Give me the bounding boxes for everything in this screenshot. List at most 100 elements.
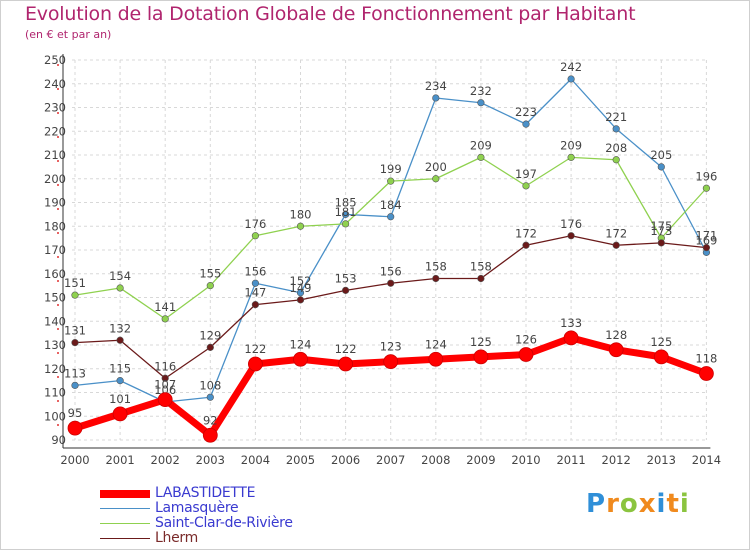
data-point bbox=[563, 330, 579, 346]
data-label: 154 bbox=[109, 269, 131, 283]
data-point bbox=[71, 291, 79, 299]
y-tick-label: 170 bbox=[44, 243, 66, 257]
data-point bbox=[296, 222, 305, 230]
x-tick-label: 2009 bbox=[466, 453, 495, 467]
data-point bbox=[702, 244, 711, 252]
data-point bbox=[657, 239, 665, 247]
data-point bbox=[387, 279, 395, 287]
data-point bbox=[567, 153, 575, 161]
data-label: 152 bbox=[290, 274, 312, 288]
x-tick-label: 2002 bbox=[151, 453, 180, 467]
data-point bbox=[612, 156, 620, 164]
y-tick-label: 140 bbox=[44, 314, 66, 328]
data-point bbox=[338, 356, 354, 372]
data-point bbox=[296, 289, 305, 297]
data-point bbox=[428, 351, 444, 367]
data-label: 169 bbox=[695, 233, 717, 247]
data-label: 106 bbox=[154, 383, 176, 397]
brand-letter: i bbox=[656, 489, 667, 519]
y-tick-label: 230 bbox=[44, 101, 66, 115]
legend-swatch bbox=[100, 522, 150, 525]
data-label: 155 bbox=[199, 267, 221, 281]
legend-item: Saint-Clar-de-Rivière bbox=[100, 516, 293, 531]
data-label: 173 bbox=[650, 224, 672, 238]
data-label: 129 bbox=[199, 328, 221, 342]
x-tick-label: 2001 bbox=[105, 453, 134, 467]
data-label: 200 bbox=[425, 160, 447, 174]
x-tick-label: 2010 bbox=[511, 453, 540, 467]
y-tick-label: 190 bbox=[44, 196, 66, 210]
data-label: 132 bbox=[109, 321, 131, 335]
data-point bbox=[387, 177, 395, 185]
data-point bbox=[112, 406, 128, 422]
data-label: 176 bbox=[560, 217, 582, 231]
data-label: 242 bbox=[560, 60, 582, 74]
data-label: 156 bbox=[380, 264, 402, 278]
data-label: 124 bbox=[290, 337, 312, 351]
x-tick-label: 2006 bbox=[331, 453, 360, 467]
legend-item: LABASTIDETTE bbox=[100, 486, 293, 501]
data-label: 151 bbox=[64, 276, 86, 290]
data-point bbox=[296, 296, 305, 304]
data-point bbox=[612, 125, 620, 133]
data-point bbox=[477, 153, 485, 161]
data-point bbox=[71, 381, 79, 389]
x-tick-label: 2013 bbox=[647, 453, 676, 467]
data-label: 108 bbox=[199, 378, 221, 392]
data-point bbox=[247, 356, 263, 372]
data-point bbox=[251, 279, 259, 287]
brand-letter: P bbox=[586, 489, 607, 519]
data-label: 172 bbox=[605, 226, 627, 240]
data-point bbox=[206, 282, 214, 290]
x-tick-label: 2014 bbox=[692, 453, 721, 467]
data-label: 158 bbox=[470, 260, 492, 274]
data-label: 232 bbox=[470, 84, 492, 98]
data-point bbox=[161, 374, 169, 382]
data-label: 185 bbox=[335, 195, 357, 209]
y-tick-label: 110 bbox=[44, 386, 66, 400]
data-point bbox=[608, 342, 624, 358]
data-point bbox=[293, 351, 308, 367]
x-tick-label: 2005 bbox=[286, 453, 315, 467]
data-label: 209 bbox=[470, 138, 492, 152]
legend-swatch bbox=[100, 507, 150, 510]
data-point bbox=[432, 94, 440, 102]
data-label: 153 bbox=[335, 271, 357, 285]
data-label: 118 bbox=[695, 352, 717, 366]
data-point bbox=[342, 210, 350, 218]
legend: LABASTIDETTE Lamasquère Saint-Clar-de-Rivi… bbox=[100, 486, 293, 546]
data-label: 176 bbox=[244, 217, 266, 231]
data-label: 123 bbox=[380, 340, 402, 354]
data-point bbox=[432, 274, 440, 283]
data-point bbox=[251, 301, 259, 309]
y-tick-label: 200 bbox=[44, 172, 66, 186]
data-label: 141 bbox=[154, 300, 176, 314]
data-label: 131 bbox=[64, 324, 86, 338]
data-point bbox=[612, 241, 620, 249]
data-label: 116 bbox=[154, 359, 176, 373]
data-point bbox=[67, 420, 83, 436]
data-label: 172 bbox=[515, 226, 537, 240]
brand-letter: i bbox=[679, 489, 690, 519]
data-label: 101 bbox=[109, 392, 131, 406]
data-label: 147 bbox=[244, 286, 266, 300]
legend-label: LABASTIDETTE bbox=[155, 485, 256, 501]
data-point bbox=[206, 393, 214, 401]
data-point bbox=[202, 427, 218, 443]
brand-letter: x bbox=[638, 489, 657, 519]
data-point bbox=[251, 232, 259, 240]
data-label: 149 bbox=[290, 281, 312, 295]
data-label: 125 bbox=[470, 335, 492, 349]
data-point bbox=[702, 184, 711, 192]
data-label: 113 bbox=[64, 366, 86, 380]
data-label: 92 bbox=[203, 413, 218, 427]
data-point bbox=[522, 120, 530, 128]
x-tick-label: 2000 bbox=[60, 453, 89, 467]
data-point bbox=[71, 339, 79, 347]
legend-label: Saint-Clar-de-Rivière bbox=[155, 515, 293, 531]
brand-letter: r bbox=[606, 489, 620, 519]
data-label: 95 bbox=[68, 406, 83, 420]
x-tick-label: 2004 bbox=[241, 453, 270, 467]
data-label: 122 bbox=[244, 342, 266, 356]
data-label: 209 bbox=[560, 138, 582, 152]
